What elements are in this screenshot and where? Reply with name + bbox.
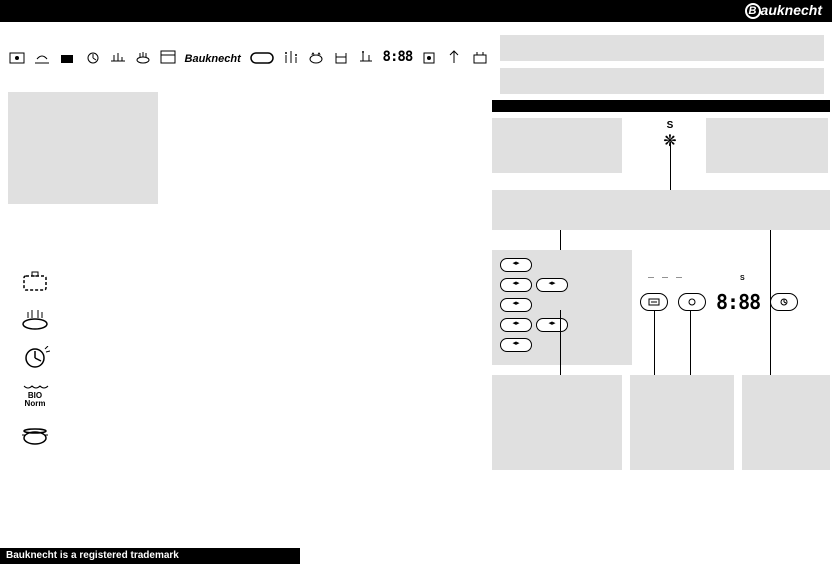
btn2-icon — [685, 297, 699, 307]
right-box-4 — [492, 190, 830, 230]
icon-4 — [84, 49, 101, 65]
black-divider-strip — [492, 100, 830, 112]
connector-3 — [560, 310, 561, 375]
top-icon-row: Bauknecht 8:88 — [8, 35, 488, 65]
connector-5 — [690, 310, 691, 375]
icon-7 — [159, 49, 176, 65]
connector-1 — [560, 230, 561, 250]
right-box-2 — [500, 68, 824, 94]
panel-btn-2[interactable]: ◂▸ — [500, 278, 532, 292]
lbl1: — — [648, 275, 654, 281]
brand-logo-header: Bauknecht — [745, 2, 822, 19]
panel-btn-1[interactable]: ◂▸ — [500, 258, 532, 272]
right-box-3a — [492, 118, 622, 173]
program-icon-pot — [20, 422, 50, 446]
display-controls: 8:88 — [640, 290, 798, 314]
right-box-5b — [630, 375, 734, 470]
program-icon-column: BIO Norm — [20, 270, 60, 446]
footer-text: Bauknecht is a registered trademark — [6, 550, 179, 561]
logo-b-circle: B — [745, 3, 761, 19]
icon-8 — [282, 49, 299, 65]
left-info-box — [8, 92, 158, 204]
oval-btn-icon — [249, 47, 274, 65]
panel-btn-2b[interactable]: ◂▸ — [536, 278, 568, 292]
panel-btn-3[interactable]: ◂▸ — [500, 298, 532, 312]
logo-text: auknecht — [761, 2, 822, 18]
lbl2: — — [662, 275, 668, 281]
icon-6 — [134, 49, 151, 65]
connector-4 — [654, 310, 655, 375]
right-box-3b — [706, 118, 828, 173]
right-box-5c — [742, 375, 830, 470]
btn1-icon — [647, 297, 661, 307]
display-sample-icon: 8:88 — [383, 49, 413, 65]
right-box-1 — [500, 35, 824, 61]
panel-btn-4[interactable]: ◂▸ — [500, 318, 532, 332]
program-icon-rinse — [20, 308, 50, 332]
program-icon-quick — [20, 346, 50, 370]
icon-9 — [307, 49, 324, 65]
panel-btn-4b[interactable]: ◂▸ — [536, 318, 568, 332]
control-panel: ◂▸ ◂▸ ◂▸ ◂▸ ◂▸ ◂▸ ◂▸ — [492, 250, 632, 365]
icon-1 — [8, 49, 25, 65]
btn3-icon — [777, 297, 791, 307]
display-btn-1[interactable] — [640, 293, 668, 311]
digital-display: 8:88 — [716, 290, 760, 314]
icon-13 — [445, 49, 462, 65]
icon-10 — [332, 49, 349, 65]
icon-3 — [58, 49, 75, 65]
connector-line-snow — [670, 142, 671, 190]
icon-2 — [33, 49, 50, 65]
icon-14 — [471, 49, 488, 65]
footer-trademark: Bauknecht is a registered trademark — [0, 548, 300, 564]
header-bar: Bauknecht — [0, 0, 832, 22]
lbl3: — — [676, 275, 682, 281]
program-icon-prewash — [20, 270, 50, 294]
icon-12 — [420, 49, 437, 65]
logo-mid: Bauknecht — [185, 53, 241, 65]
icon-5 — [109, 49, 126, 65]
s-label: S — [650, 120, 690, 131]
panel-btn-5[interactable]: ◂▸ — [500, 338, 532, 352]
display-small-labels: — — — — [648, 275, 682, 281]
icon-11 — [357, 49, 374, 65]
display-btn-3[interactable] — [770, 293, 798, 311]
bio-label-2: Norm — [25, 399, 46, 408]
display-btn-2[interactable] — [678, 293, 706, 311]
program-icon-bio: BIO Norm — [20, 384, 50, 408]
display-s-label-area: S — [740, 275, 745, 282]
panel-button-group: ◂▸ ◂▸ ◂▸ ◂▸ ◂▸ ◂▸ ◂▸ — [500, 258, 624, 352]
disp-s: S — [740, 275, 745, 282]
right-box-5a — [492, 375, 622, 470]
